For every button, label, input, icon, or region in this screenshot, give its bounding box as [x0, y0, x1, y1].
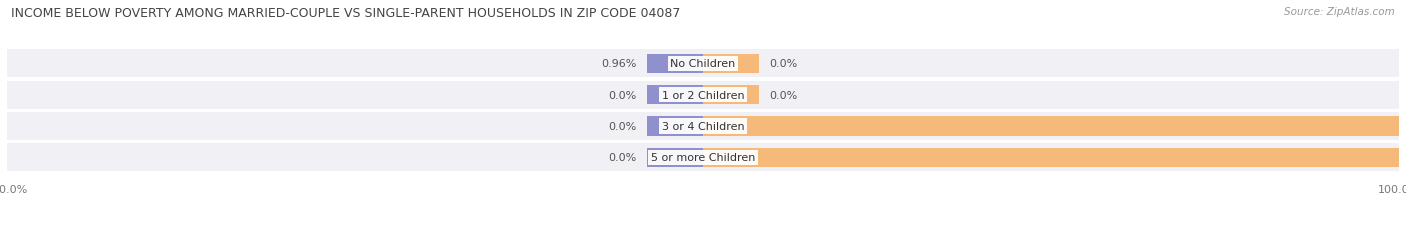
Text: 3 or 4 Children: 3 or 4 Children	[662, 122, 744, 131]
Text: 5 or more Children: 5 or more Children	[651, 153, 755, 163]
Text: 0.0%: 0.0%	[769, 59, 797, 69]
Bar	[703, 148, 1399, 167]
Bar	[7, 81, 1399, 109]
Bar	[647, 86, 703, 105]
Text: 0.0%: 0.0%	[769, 90, 797, 100]
Bar	[703, 117, 1399, 136]
Text: No Children: No Children	[671, 59, 735, 69]
Bar	[647, 148, 703, 167]
Bar	[647, 117, 703, 136]
Text: INCOME BELOW POVERTY AMONG MARRIED-COUPLE VS SINGLE-PARENT HOUSEHOLDS IN ZIP COD: INCOME BELOW POVERTY AMONG MARRIED-COUPL…	[11, 7, 681, 20]
Bar	[647, 54, 703, 74]
Bar	[7, 50, 1399, 78]
Legend: Married Couples, Single Parents: Married Couples, Single Parents	[592, 228, 814, 231]
Bar	[703, 86, 759, 105]
Text: 0.0%: 0.0%	[609, 90, 637, 100]
Bar	[7, 112, 1399, 140]
Bar	[7, 144, 1399, 172]
Text: 0.0%: 0.0%	[609, 153, 637, 163]
Text: 0.96%: 0.96%	[602, 59, 637, 69]
Bar	[703, 54, 759, 74]
Text: 0.0%: 0.0%	[609, 122, 637, 131]
Text: Source: ZipAtlas.com: Source: ZipAtlas.com	[1284, 7, 1395, 17]
Text: 1 or 2 Children: 1 or 2 Children	[662, 90, 744, 100]
